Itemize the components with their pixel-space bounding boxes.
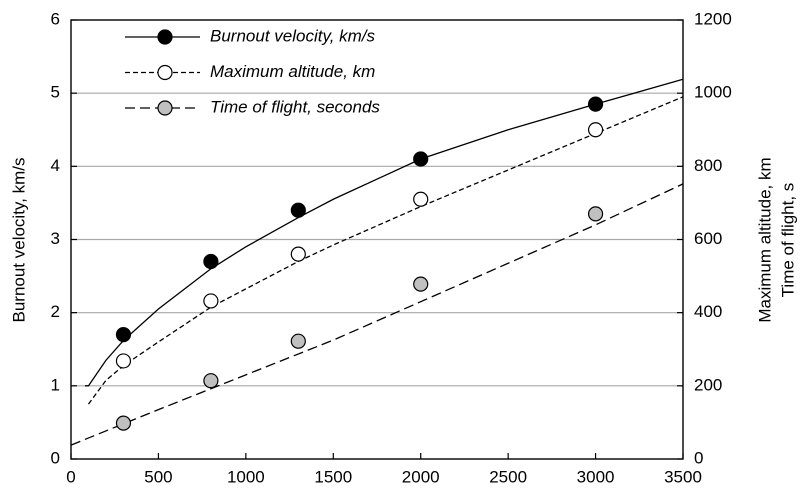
plot-frame	[70, 19, 684, 460]
legend-marker	[157, 29, 173, 45]
y-axis-label: Burnout velocity, km/s	[9, 157, 28, 322]
legend-marker	[157, 64, 173, 81]
fit-line	[87, 96, 684, 405]
legend-marker	[157, 100, 173, 116]
y2-tick-label: 800	[694, 156, 722, 175]
marker	[413, 191, 429, 207]
legend-label: Time of flight, seconds	[210, 97, 380, 116]
y2-tick-label: 400	[694, 302, 722, 321]
marker	[290, 246, 306, 262]
x-tick-label: 2500	[489, 467, 527, 486]
x-tick-label: 1000	[227, 467, 265, 486]
marker	[413, 276, 429, 292]
y2-axis-label: Maximum altitude, km	[755, 157, 774, 322]
y-tick-label: 6	[51, 9, 60, 28]
marker	[587, 122, 604, 138]
legend-label: Burnout velocity, km/s	[210, 26, 376, 45]
y-tick-label: 0	[51, 448, 60, 467]
x-tick-label: 1500	[314, 467, 352, 486]
x-tick-label: 3000	[577, 467, 615, 486]
y2-tick-label: 600	[694, 229, 722, 248]
marker	[290, 202, 306, 218]
y2-tick-label: 200	[694, 375, 722, 394]
marker	[203, 373, 219, 389]
y2-axis-label: Time of flight, s	[778, 183, 797, 298]
x-tick-label: 3500	[664, 467, 702, 486]
y-tick-label: 2	[51, 302, 60, 321]
marker	[203, 293, 219, 309]
marker	[115, 415, 132, 431]
y-tick-label: 3	[51, 229, 60, 248]
y2-tick-label: 1000	[694, 83, 732, 102]
marker	[115, 353, 132, 369]
y-tick-label: 4	[51, 156, 60, 175]
fit-line	[84, 78, 684, 387]
x-tick-label: 500	[144, 467, 172, 486]
marker	[115, 327, 132, 343]
marker	[290, 333, 306, 349]
x-tick-label: 2000	[402, 467, 440, 486]
marker	[413, 151, 429, 167]
y2-tick-label: 0	[694, 448, 703, 467]
fit-line	[70, 183, 684, 446]
marker	[587, 206, 604, 222]
y-tick-label: 5	[51, 83, 60, 102]
legend-label: Maximum altitude, km	[210, 62, 375, 81]
y-tick-label: 1	[51, 375, 60, 394]
x-tick-label: 0	[66, 467, 75, 486]
y2-tick-label: 1200	[694, 9, 732, 28]
marker	[587, 96, 604, 112]
marker	[203, 253, 219, 270]
